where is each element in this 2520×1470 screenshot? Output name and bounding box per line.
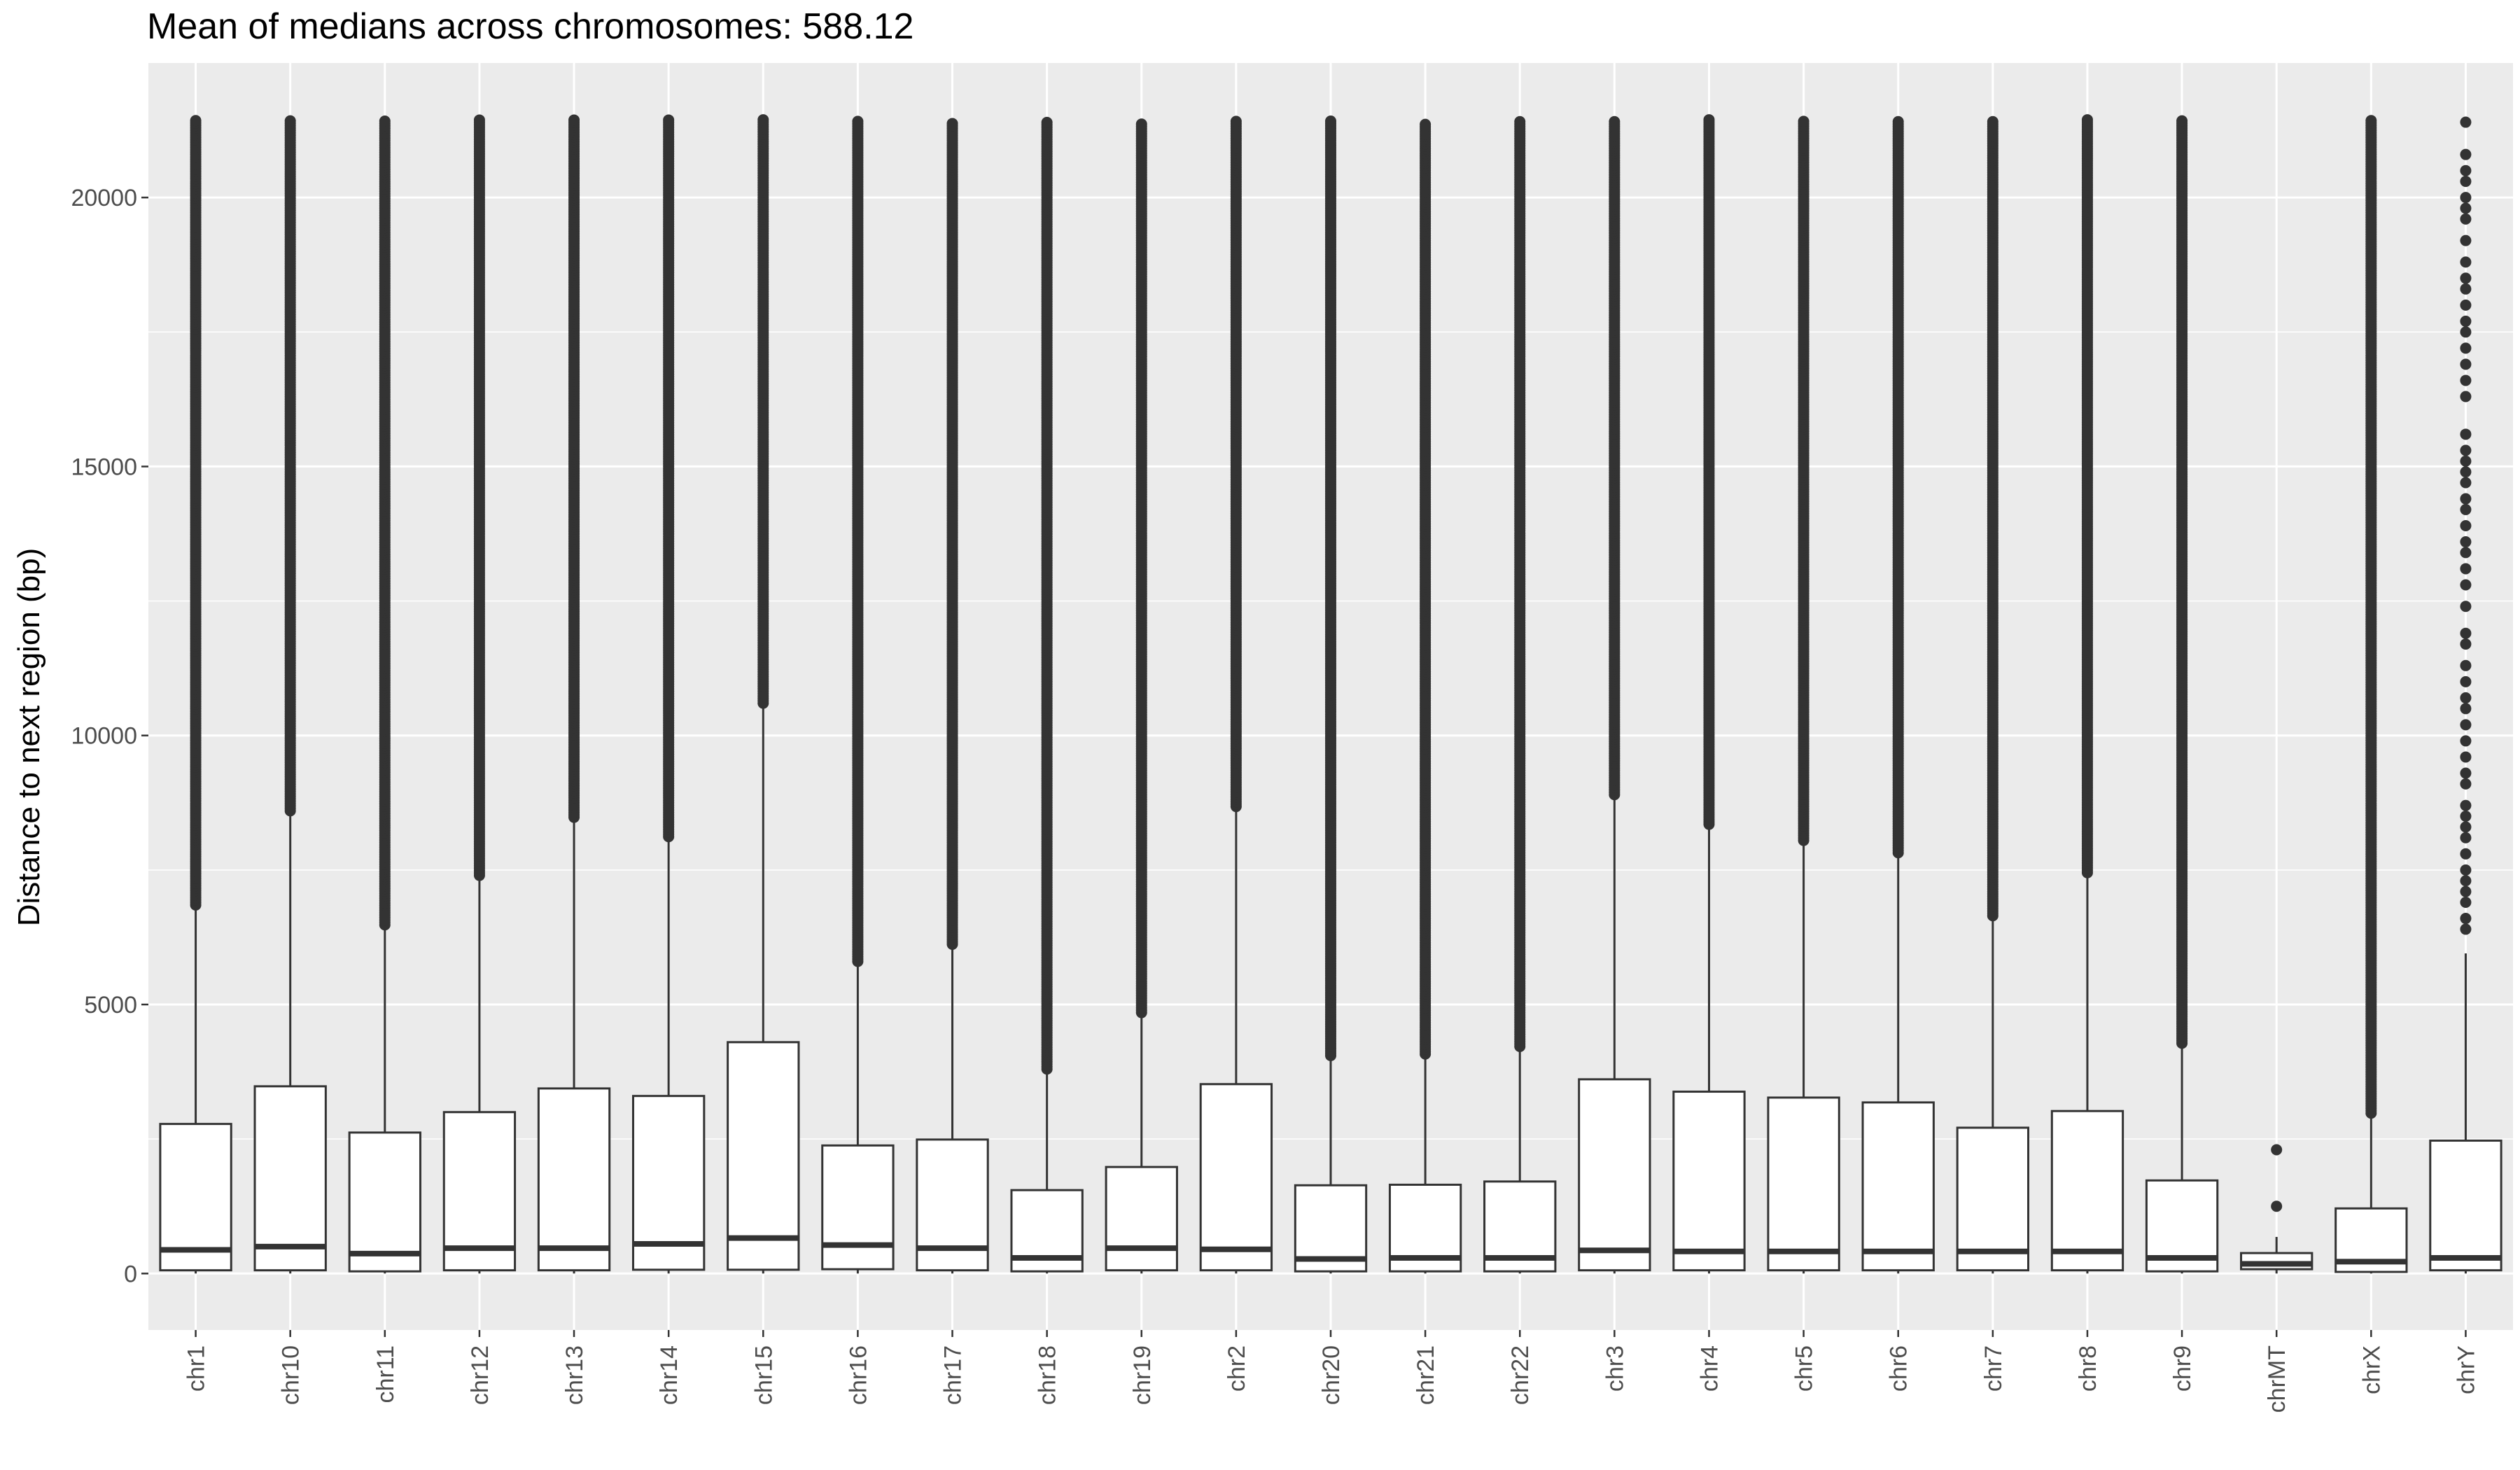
outlier-point xyxy=(663,114,675,126)
outlier-point xyxy=(1135,118,1147,130)
outlier-point xyxy=(284,115,296,127)
x-tick-label: chrMT xyxy=(2264,1345,2290,1413)
outlier-point xyxy=(757,114,769,126)
chart-title: Mean of medians across chromosomes: 588.… xyxy=(147,6,914,47)
x-tick-label: chr19 xyxy=(1129,1345,1156,1405)
box-body xyxy=(348,1131,421,1273)
outlier-point xyxy=(1325,115,1336,127)
box-body xyxy=(537,1087,611,1272)
outlier-point xyxy=(473,114,485,126)
y-tick-label: 20000 xyxy=(71,185,137,211)
x-tick-label: chr1 xyxy=(183,1345,210,1392)
outlier-point xyxy=(946,118,958,130)
box-body xyxy=(253,1085,327,1272)
boxes xyxy=(159,114,2502,1274)
x-tick-label: chr10 xyxy=(278,1345,304,1405)
x-tick-label: chr17 xyxy=(940,1345,967,1405)
x-axis: chr1 chr10 chr11 chr12 chr13 chr14 chr15 chr16 c… xyxy=(183,1330,2479,1413)
y-axis: 0 5000 10000 15000 20000 xyxy=(71,185,148,1287)
x-tick-label: chr3 xyxy=(1602,1345,1628,1392)
x-tick-label: chr14 xyxy=(656,1345,682,1405)
box-body xyxy=(1199,1083,1273,1272)
x-tick-label: chr5 xyxy=(1791,1345,1818,1392)
x-tick-label: chr6 xyxy=(1886,1345,1912,1392)
x-tick-label: chr21 xyxy=(1413,1345,1439,1405)
outlier-point xyxy=(852,115,864,127)
x-tick-label: chr8 xyxy=(2075,1345,2101,1392)
x-tick-label: chr4 xyxy=(1696,1345,1723,1392)
x-tick-label: chr16 xyxy=(845,1345,872,1405)
box-body xyxy=(159,1123,232,1272)
x-tick-label: chrX xyxy=(2358,1345,2385,1394)
outlier-point xyxy=(1230,115,1242,127)
y-tick-label: 0 xyxy=(124,1261,137,1287)
x-tick-label: chrY xyxy=(2453,1345,2479,1394)
x-tick-label: chr20 xyxy=(1318,1345,1345,1405)
box-chr10 xyxy=(253,115,327,1274)
x-tick-label: chr22 xyxy=(1507,1345,1534,1405)
y-tick-label: 5000 xyxy=(84,992,137,1018)
x-tick-label: chr11 xyxy=(372,1345,399,1404)
x-tick-label: chr7 xyxy=(1980,1345,2007,1392)
outlier-point xyxy=(190,115,202,127)
box-chr1 xyxy=(159,115,232,1274)
outlier-point xyxy=(568,114,580,126)
outlier-point xyxy=(1420,118,1432,130)
box-body xyxy=(1105,1166,1178,1272)
outlier-point xyxy=(379,115,391,127)
box-chr11 xyxy=(348,115,421,1274)
x-tick-label: chr9 xyxy=(2169,1345,2196,1392)
x-tick-label: chr12 xyxy=(467,1345,493,1405)
x-tick-label: chr18 xyxy=(1035,1345,1061,1405)
box-body xyxy=(821,1144,895,1270)
y-tick-label: 10000 xyxy=(71,723,137,750)
y-tick-label: 15000 xyxy=(71,454,137,480)
x-tick-label: chr13 xyxy=(561,1345,588,1405)
x-tick-label: chr2 xyxy=(1224,1345,1250,1392)
outlier-point xyxy=(1041,116,1053,128)
x-tick-label: chr15 xyxy=(750,1345,777,1405)
